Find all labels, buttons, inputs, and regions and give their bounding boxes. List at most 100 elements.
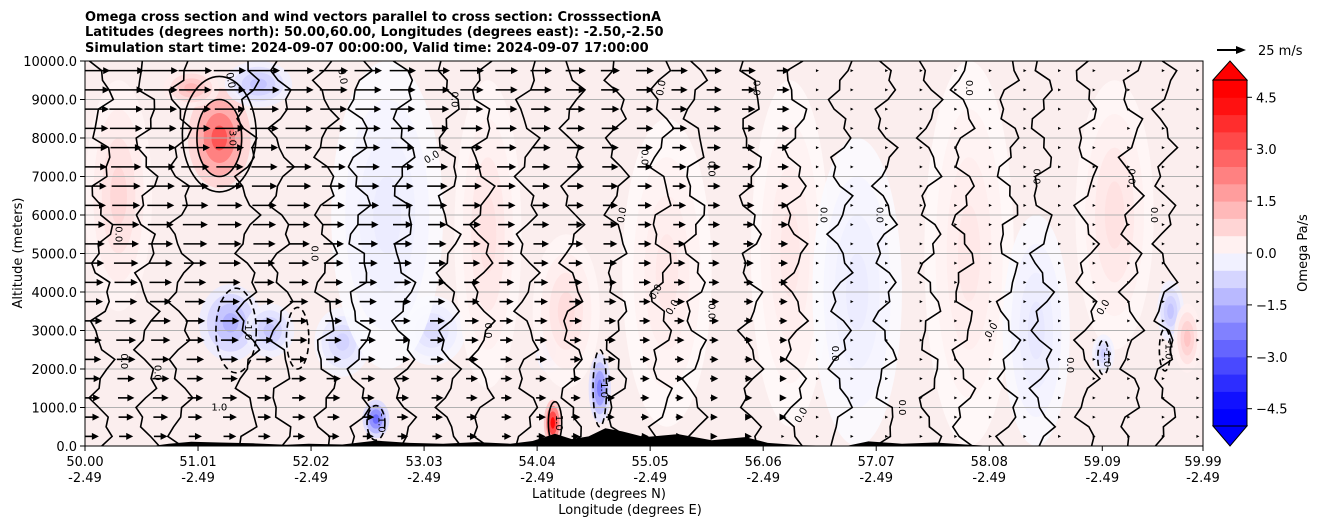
contour-label-11: 0.0 (963, 80, 974, 96)
wind-vector-head-18-17 (680, 86, 688, 94)
wind-vector-head-16-8 (373, 124, 381, 132)
wind-vector-head-2-4 (230, 394, 238, 402)
wind-vector-18-22 (850, 88, 854, 92)
wind-vector-head-3-7 (333, 375, 341, 383)
wind-vector-head-17-4 (238, 105, 246, 113)
wind-vector-head-0-12 (504, 432, 512, 440)
wind-vector-14-26 (988, 165, 992, 169)
wind-vector-head-18-20 (782, 86, 790, 94)
contour-label-5: 0.0 (639, 149, 650, 165)
wind-vector-head-7-7 (335, 298, 343, 306)
wind-vector-head-18-8 (374, 86, 382, 94)
wind-vector-head-12-19 (747, 201, 755, 209)
contour-zero-20 (949, 61, 977, 446)
wind-vector-head-17-14 (578, 105, 586, 113)
wind-vector-head-11-9 (405, 221, 413, 229)
wind-vector-11-31 (1161, 223, 1165, 227)
wind-vector-7-30 (1127, 300, 1131, 304)
contour-label-13: 0.0 (1125, 169, 1136, 185)
contour-zero-9 (467, 61, 497, 446)
wind-vector-head-14-20 (781, 163, 789, 171)
y-tick-label-6: 6000.0 (32, 209, 78, 224)
wind-vector-15-28 (1058, 146, 1062, 150)
wind-vector-head-0-13 (538, 432, 546, 440)
wind-vector-9-21 (815, 261, 819, 265)
y-tick-label-5: 5000.0 (32, 248, 78, 263)
wind-vector-head-16-11 (475, 124, 483, 132)
wind-vector-head-3-10 (436, 375, 444, 383)
wind-vector-head-9-8 (370, 259, 378, 267)
wind-vector-11-24 (919, 223, 923, 227)
wind-vector-head-0-4 (229, 432, 237, 440)
wind-vector-head-10-7 (337, 240, 345, 248)
wind-vector-head-13-12 (508, 182, 516, 190)
wind-vector-3-22 (850, 377, 854, 381)
wind-vector-0-25 (954, 434, 958, 438)
wind-vector-head-18-12 (510, 86, 518, 94)
wind-vector-head-19-16 (646, 67, 654, 75)
wind-vector-0-23 (885, 434, 889, 438)
wind-vector-19-22 (850, 69, 854, 73)
wind-vector-8-21 (815, 280, 819, 284)
wind-vector-18-30 (1127, 88, 1131, 92)
colorbar-band-7 (1213, 287, 1247, 306)
wind-vector-7-25 (954, 300, 958, 304)
wind-vector-head-13-18 (713, 182, 721, 190)
wind-vector-head-15-5 (271, 144, 279, 152)
wind-vector-head-12-1 (133, 201, 141, 209)
omega-anomaly-6-band-3 (372, 414, 380, 424)
colorbar-band-2 (1213, 374, 1247, 392)
colorbar-band-12 (1213, 201, 1247, 219)
wind-vector-7-21 (815, 300, 819, 304)
quiver-key-arrowhead (1236, 46, 1246, 54)
wind-vector-4-25 (954, 357, 958, 361)
wind-vector-head-4-17 (677, 355, 685, 363)
wind-vector-12-32 (1196, 203, 1200, 207)
contour-zero-0 (87, 61, 116, 446)
wind-vector-head-7-12 (506, 298, 514, 306)
wind-vector-16-26 (988, 126, 992, 130)
contour-lines (87, 61, 1179, 446)
wind-vector-head-17-5 (272, 105, 280, 113)
wind-vector-3-27 (1023, 377, 1027, 381)
wind-vector-head-4-7 (334, 355, 342, 363)
wind-vector-11-27 (1023, 223, 1027, 227)
wind-vector-head-8-11 (472, 278, 480, 286)
wind-vector-head-19-17 (680, 67, 688, 75)
wind-vector-head-10-3 (200, 240, 208, 248)
wind-vector-16-21 (815, 126, 819, 130)
wind-vector-head-8-13 (541, 278, 549, 286)
wind-vector-13-26 (988, 184, 992, 188)
wind-vector-head-18-3 (204, 86, 212, 94)
wind-vector-head-17-1 (136, 105, 144, 113)
wind-vector-head-18-10 (442, 86, 450, 94)
wind-vector-head-7-16 (643, 298, 651, 306)
colorbar-band-9 (1213, 253, 1247, 271)
wind-vector-head-4-2 (162, 355, 170, 363)
wind-vector-head-16-5 (271, 124, 279, 132)
wind-vector-head-4-18 (711, 355, 719, 363)
wind-vector-head-12-14 (576, 201, 584, 209)
wind-vector-head-12-10 (440, 201, 448, 209)
wind-vector-8-32 (1196, 280, 1200, 284)
wind-vector-9-30 (1127, 261, 1131, 265)
wind-vector-head-15-9 (407, 144, 415, 152)
wind-vector-head-12-4 (235, 201, 243, 209)
wind-vector-head-5-1 (129, 336, 137, 344)
wind-vector-head-2-13 (539, 394, 547, 402)
wind-vector-18-27 (1023, 88, 1027, 92)
wind-vector-head-12-16 (645, 201, 653, 209)
wind-vector-head-13-16 (645, 182, 653, 190)
omega-anomaly-19-band-3 (110, 166, 127, 225)
wind-vector-head-19-3 (205, 67, 213, 75)
wind-vector-head-11-12 (508, 221, 516, 229)
wind-vector-head-6-6 (300, 317, 308, 325)
wind-vector-head-3-5 (265, 375, 273, 383)
wind-vector-16-22 (850, 126, 854, 130)
closed-contour-label-5: 1.0 (553, 415, 564, 431)
wind-vector-head-15-3 (203, 144, 211, 152)
wind-vector-3-31 (1161, 377, 1165, 381)
wind-vector-2-31 (1161, 396, 1165, 400)
wind-vector-head-0-7 (332, 432, 340, 440)
wind-vector-4-30 (1127, 357, 1131, 361)
